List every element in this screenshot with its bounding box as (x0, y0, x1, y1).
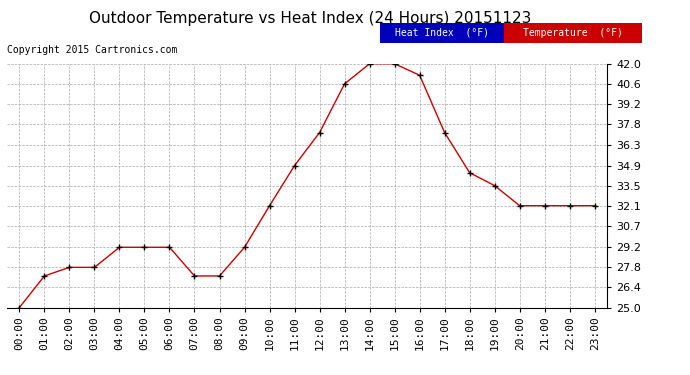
Text: Copyright 2015 Cartronics.com: Copyright 2015 Cartronics.com (7, 45, 177, 55)
Text: Outdoor Temperature vs Heat Index (24 Hours) 20151123: Outdoor Temperature vs Heat Index (24 Ho… (89, 11, 532, 26)
Text: Temperature  (°F): Temperature (°F) (523, 28, 622, 38)
Text: Heat Index  (°F): Heat Index (°F) (395, 28, 489, 38)
